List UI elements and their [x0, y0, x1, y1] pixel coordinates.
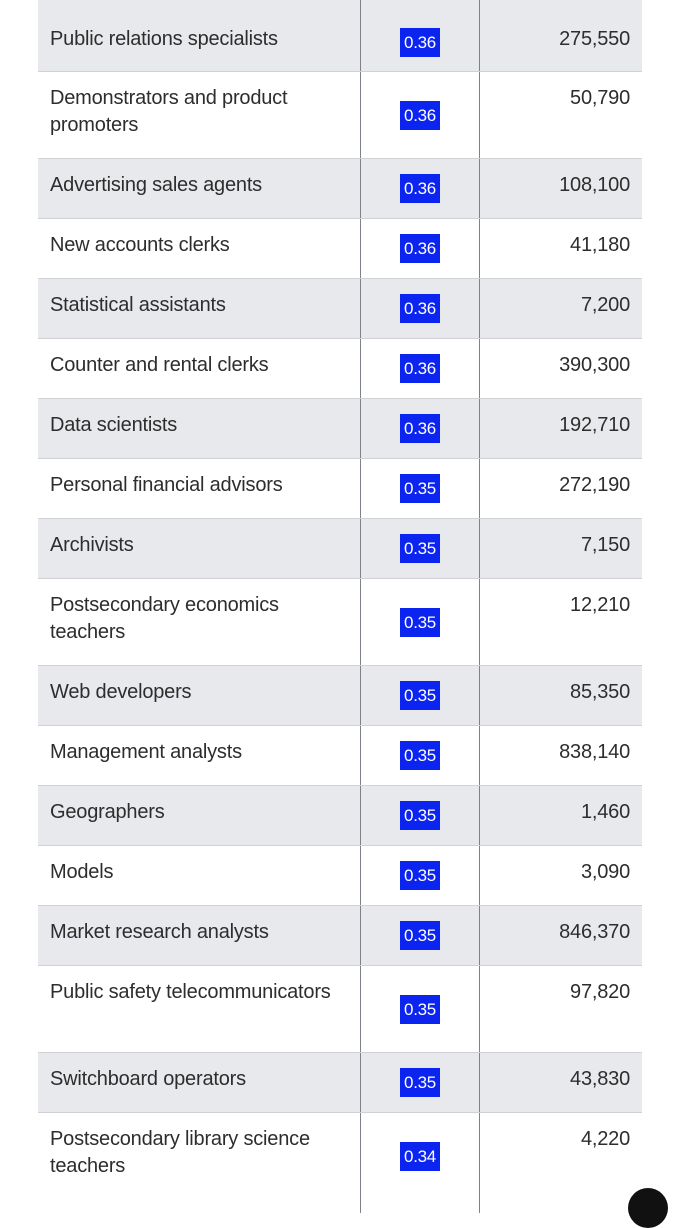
- score-cell: 0.36: [360, 159, 480, 218]
- score-cell: 0.36: [360, 399, 480, 458]
- score-badge: 0.36: [400, 354, 440, 383]
- occupation-name: Public relations specialists: [50, 28, 278, 50]
- score-cell: 0.35: [360, 906, 480, 965]
- score-badge: 0.35: [400, 861, 440, 890]
- score-cell: 0.36: [360, 219, 480, 278]
- table-row: Demonstrators and product promoters 0.36…: [38, 72, 642, 159]
- employment-value: 43,830: [570, 1068, 630, 1090]
- table-row: Statistical assistants 0.36 7,200: [38, 279, 642, 339]
- table-row: Web developers 0.35 85,350: [38, 666, 642, 726]
- score-badge: 0.36: [400, 234, 440, 263]
- score-badge: 0.36: [400, 100, 440, 130]
- occupation-name: Postsecondary economics teachers: [50, 594, 279, 643]
- score-badge: 0.35: [400, 681, 440, 710]
- score-cell: 0.35: [360, 1053, 480, 1112]
- score-badge: 0.35: [400, 607, 440, 637]
- employment-value: 838,140: [559, 741, 630, 763]
- occupation-name: Counter and rental clerks: [50, 354, 269, 376]
- occupation-name: Public safety telecommunicators: [50, 981, 331, 1003]
- score-badge: 0.35: [400, 921, 440, 950]
- table-row: Geographers 0.35 1,460: [38, 786, 642, 846]
- occupation-name: Demonstrators and product promoters: [50, 87, 288, 136]
- occupation-name: Personal financial advisors: [50, 474, 283, 496]
- occupation-name: Archivists: [50, 534, 134, 556]
- score-badge: 0.36: [400, 27, 440, 57]
- score-badge: 0.35: [400, 741, 440, 770]
- table-row: Data scientists 0.36 192,710: [38, 399, 642, 459]
- employment-value: 85,350: [570, 681, 630, 703]
- employment-value: 97,820: [570, 981, 630, 1003]
- employment-value: 108,100: [559, 174, 630, 196]
- score-cell: 0.36: [360, 72, 480, 158]
- employment-value: 275,550: [559, 28, 630, 50]
- score-cell: 0.35: [360, 846, 480, 905]
- table-row: Public safety telecommunicators 0.35 97,…: [38, 966, 642, 1053]
- table-row: Switchboard operators 0.35 43,830: [38, 1053, 642, 1113]
- score-cell: 0.35: [360, 519, 480, 578]
- score-cell: 0.34: [360, 1113, 480, 1213]
- occupation-name: Market research analysts: [50, 921, 269, 943]
- table-row: Personal financial advisors 0.35 272,190: [38, 459, 642, 519]
- occupation-name: Advertising sales agents: [50, 174, 262, 196]
- score-badge: 0.36: [400, 294, 440, 323]
- employment-value: 390,300: [559, 354, 630, 376]
- score-badge: 0.35: [400, 534, 440, 563]
- score-cell: 0.35: [360, 726, 480, 785]
- occupation-name: Statistical assistants: [50, 294, 226, 316]
- table-row: Archivists 0.35 7,150: [38, 519, 642, 579]
- table-row: New accounts clerks 0.36 41,180: [38, 219, 642, 279]
- table-row: Postsecondary library science teachers 0…: [38, 1113, 642, 1213]
- score-cell: 0.35: [360, 786, 480, 845]
- employment-value: 192,710: [559, 414, 630, 436]
- score-badge: 0.34: [400, 1142, 440, 1171]
- occupation-name: Web developers: [50, 681, 192, 703]
- occupation-name: Management analysts: [50, 741, 242, 763]
- score-badge: 0.36: [400, 414, 440, 443]
- score-cell: 0.35: [360, 579, 480, 665]
- occupation-name: Postsecondary library science teachers: [50, 1128, 310, 1177]
- employment-value: 846,370: [559, 921, 630, 943]
- occupation-name: Geographers: [50, 801, 165, 823]
- table-row: Counter and rental clerks 0.36 390,300: [38, 339, 642, 399]
- table-row: Advertising sales agents 0.36 108,100: [38, 159, 642, 219]
- occupation-name: Switchboard operators: [50, 1068, 246, 1090]
- score-cell: 0.35: [360, 966, 480, 1052]
- table-row: Market research analysts 0.35 846,370: [38, 906, 642, 966]
- score-badge: 0.36: [400, 174, 440, 203]
- score-cell: 0.35: [360, 459, 480, 518]
- occupation-table: Public relations specialists 0.36 275,55…: [38, 0, 642, 1213]
- score-badge: 0.35: [400, 801, 440, 830]
- score-cell: 0.36: [360, 0, 480, 71]
- table-row: Public relations specialists 0.36 275,55…: [38, 0, 642, 72]
- employment-value: 4,220: [580, 1128, 630, 1150]
- score-cell: 0.35: [360, 666, 480, 725]
- employment-value: 272,190: [559, 474, 630, 496]
- occupation-name: New accounts clerks: [50, 234, 230, 256]
- floating-action-button[interactable]: [628, 1188, 668, 1228]
- employment-value: 3,090: [580, 861, 630, 883]
- score-badge: 0.35: [400, 1068, 440, 1097]
- occupation-name: Models: [50, 861, 114, 883]
- employment-value: 7,150: [580, 534, 630, 556]
- table-row: Postsecondary economics teachers 0.35 12…: [38, 579, 642, 666]
- employment-value: 41,180: [570, 234, 630, 256]
- table-row: Models 0.35 3,090: [38, 846, 642, 906]
- table-row: Management analysts 0.35 838,140: [38, 726, 642, 786]
- score-cell: 0.36: [360, 279, 480, 338]
- employment-value: 7,200: [580, 294, 630, 316]
- score-cell: 0.36: [360, 339, 480, 398]
- score-badge: 0.35: [400, 474, 440, 503]
- employment-value: 12,210: [570, 594, 630, 616]
- score-badge: 0.35: [400, 994, 440, 1024]
- employment-value: 50,790: [570, 87, 630, 109]
- employment-value: 1,460: [580, 801, 630, 823]
- occupation-name: Data scientists: [50, 414, 178, 436]
